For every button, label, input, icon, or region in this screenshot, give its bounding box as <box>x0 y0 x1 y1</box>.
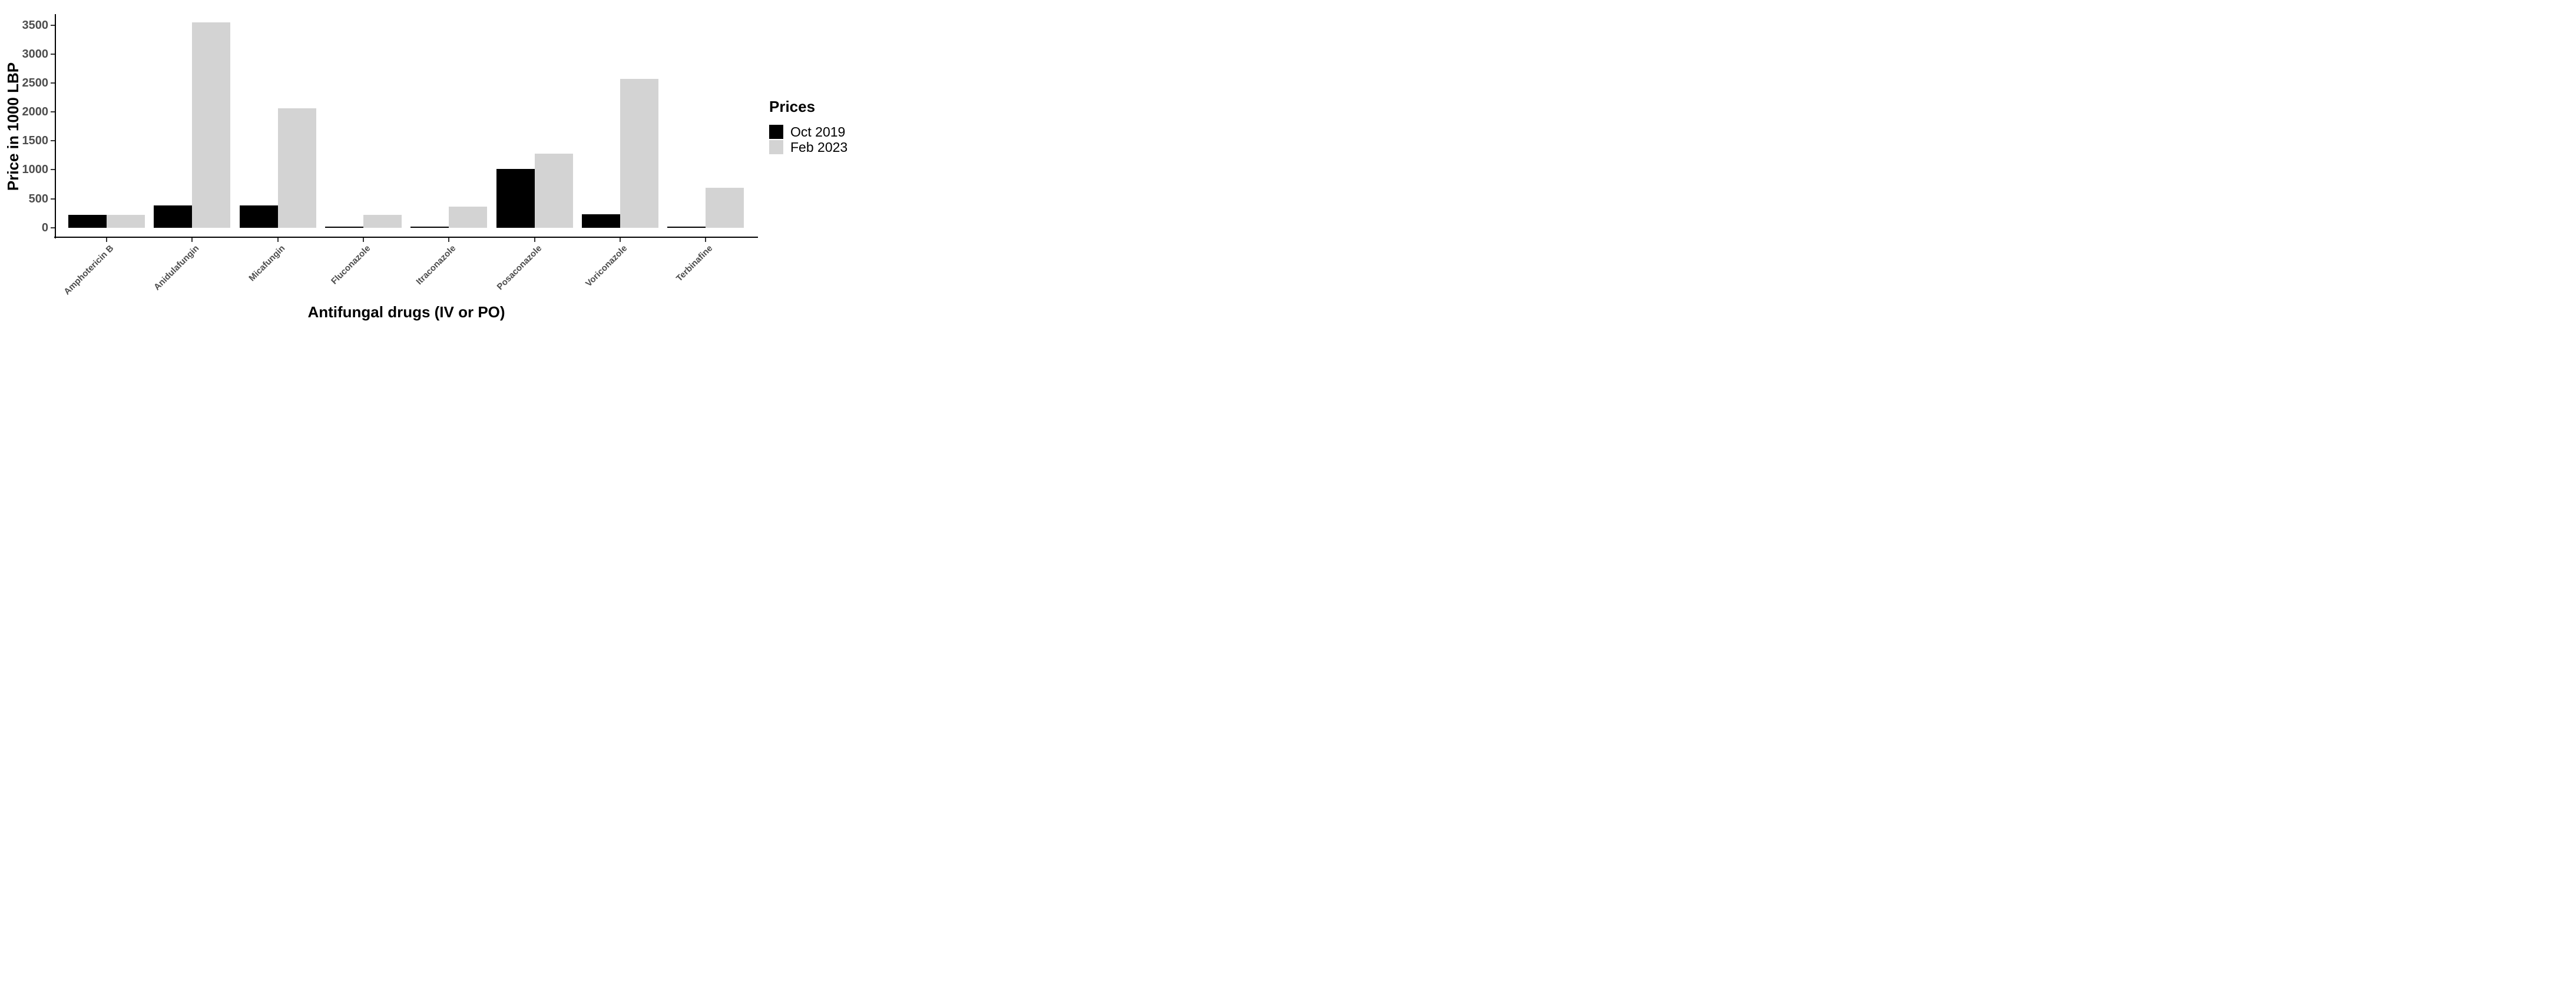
y-tick-mark-500 <box>51 198 55 200</box>
legend-key-swatch-feb-2023 <box>769 140 783 154</box>
x-tick-mark-itraconazole <box>448 238 450 242</box>
x-axis-title: Antifungal drugs (IV or PO) <box>307 303 505 321</box>
y-tick-mark-1000 <box>51 169 55 171</box>
y-tick-label-0: 0 <box>41 221 48 234</box>
bar-oct-2019-itraconazole <box>410 227 449 228</box>
x-tick-mark-posaconazole <box>534 238 535 242</box>
y-axis-line <box>55 14 56 238</box>
bar-feb-2023-amphotericin-b <box>107 215 145 228</box>
y-tick-label-500: 500 <box>28 192 48 205</box>
legend-title: Prices <box>769 98 816 115</box>
bar-oct-2019-micafungin <box>239 205 278 228</box>
legend-label-oct-2019: Oct 2019 <box>790 124 846 140</box>
bar-oct-2019-voriconazole <box>581 214 620 228</box>
bar-feb-2023-micafungin <box>277 108 316 228</box>
legend: Prices Oct 2019 Feb 2023 <box>769 98 859 155</box>
legend-key-swatch-oct-2019 <box>769 125 783 139</box>
y-axis-title: Price in 1000 LBP <box>4 62 22 191</box>
y-tick-label-3500: 3500 <box>22 18 49 32</box>
bar-feb-2023-voriconazole <box>620 79 658 228</box>
legend-entry-oct-2019: Oct 2019 <box>769 124 859 140</box>
y-tick-mark-2500 <box>51 82 55 84</box>
x-tick-mark-terbinafine <box>705 238 707 242</box>
legend-entry-feb-2023: Feb 2023 <box>769 140 859 155</box>
x-tick-mark-amphotericin-b <box>106 238 107 242</box>
x-tick-mark-micafungin <box>277 238 279 242</box>
bar-oct-2019-anidulafungin <box>154 205 193 228</box>
bar-chart-figure: Price in 1000 LBP 0 500 1000 1500 2000 2500 30… <box>0 0 859 328</box>
x-tick-mark-fluconazole <box>362 238 364 242</box>
bar-oct-2019-amphotericin-b <box>68 214 107 228</box>
x-tick-mark-voriconazole <box>619 238 621 242</box>
y-tick-label-3000: 3000 <box>22 47 49 61</box>
bar-feb-2023-fluconazole <box>363 214 402 228</box>
y-tick-label-1000: 1000 <box>22 163 49 177</box>
legend-entries: Oct 2019 Feb 2023 <box>769 124 859 155</box>
bar-feb-2023-terbinafine <box>706 188 744 228</box>
y-tick-mark-1500 <box>51 140 55 142</box>
bar-feb-2023-itraconazole <box>449 206 488 228</box>
y-tick-label-2000: 2000 <box>22 105 49 119</box>
bar-feb-2023-posaconazole <box>534 153 573 228</box>
y-tick-mark-3000 <box>51 53 55 55</box>
y-tick-mark-2000 <box>51 111 55 113</box>
bar-feb-2023-anidulafungin <box>192 22 231 228</box>
y-tick-mark-0 <box>51 227 55 228</box>
x-tick-mark-anidulafungin <box>191 238 193 242</box>
x-axis-line <box>54 237 758 238</box>
legend-label-feb-2023: Feb 2023 <box>790 140 848 155</box>
bar-oct-2019-fluconazole <box>325 227 363 228</box>
bar-oct-2019-terbinafine <box>667 227 706 228</box>
y-tick-label-2500: 2500 <box>22 76 49 89</box>
y-tick-mark-3500 <box>51 24 55 26</box>
y-tick-label-1500: 1500 <box>22 134 49 148</box>
bar-oct-2019-posaconazole <box>496 169 535 228</box>
